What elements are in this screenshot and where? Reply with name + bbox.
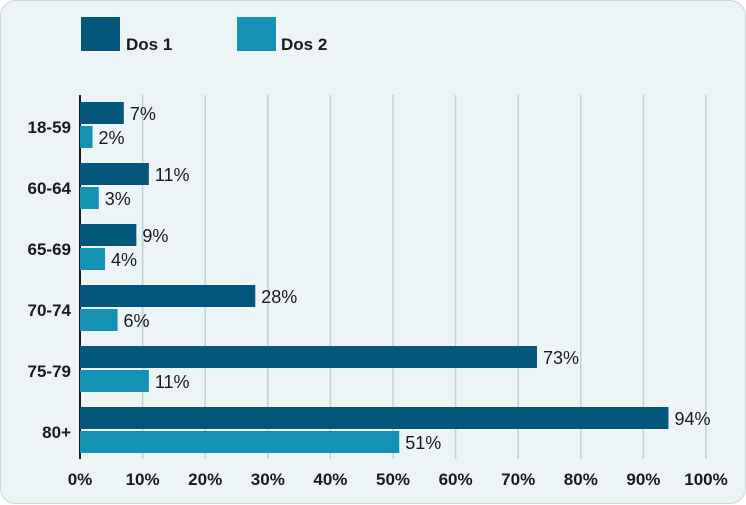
category-label: 70-74 (28, 301, 72, 320)
category-label: 80+ (42, 423, 71, 442)
bar (80, 431, 400, 453)
legend-swatch (81, 17, 120, 51)
bar (80, 407, 669, 429)
tick-label: 100% (684, 470, 727, 489)
data-label: 6% (124, 311, 150, 331)
data-label: 51% (405, 433, 441, 453)
data-label: 28% (261, 287, 297, 307)
tick-label: 10% (126, 470, 160, 489)
bar (80, 163, 149, 185)
tick-label: 90% (626, 470, 660, 489)
tick-label: 20% (188, 470, 222, 489)
category-labels: 18-59 60-64 65-69 70-74 75-79 80+ (28, 118, 72, 442)
legend-swatch (237, 17, 276, 51)
data-label: 11% (155, 165, 190, 185)
bar (80, 126, 93, 148)
gridlines (79, 95, 707, 459)
bars: 7%2% 11% 3% 9%4% 28% 6% 73% 11% 94% 51% (80, 102, 710, 453)
tick-label: 80% (564, 470, 598, 489)
legend: Dos 1 Dos 2 (81, 17, 327, 54)
bar (80, 285, 256, 307)
data-label: 3% (105, 189, 131, 209)
category-label: 65-69 (28, 240, 71, 259)
data-label: 9% (142, 226, 168, 246)
bar (80, 248, 106, 270)
legend-label: Dos 2 (281, 35, 327, 54)
bar (80, 346, 537, 368)
tick-label: 60% (439, 470, 473, 489)
data-label: 94% (674, 409, 710, 429)
bar (80, 224, 137, 246)
data-label: 11% (155, 372, 190, 392)
x-axis-ticks: 0% 10% 20% 30% 40% 50% 60% 70% 80% 90% 100% (68, 470, 728, 489)
tick-label: 50% (376, 470, 410, 489)
data-label: 73% (543, 348, 579, 368)
tick-label: 70% (501, 470, 535, 489)
bar (80, 102, 124, 124)
category-label: 60-64 (28, 179, 72, 198)
tick-label: 30% (251, 470, 285, 489)
legend-label: Dos 1 (126, 35, 172, 54)
tick-label: 40% (313, 470, 347, 489)
bar (80, 309, 118, 331)
category-label: 18-59 (28, 118, 71, 137)
data-label: 2% (99, 128, 125, 148)
category-label: 75-79 (28, 362, 71, 381)
data-label: 7% (130, 104, 156, 124)
bar (80, 370, 149, 392)
data-label: 4% (111, 250, 137, 270)
bar (80, 187, 99, 209)
tick-label: 0% (68, 470, 93, 489)
